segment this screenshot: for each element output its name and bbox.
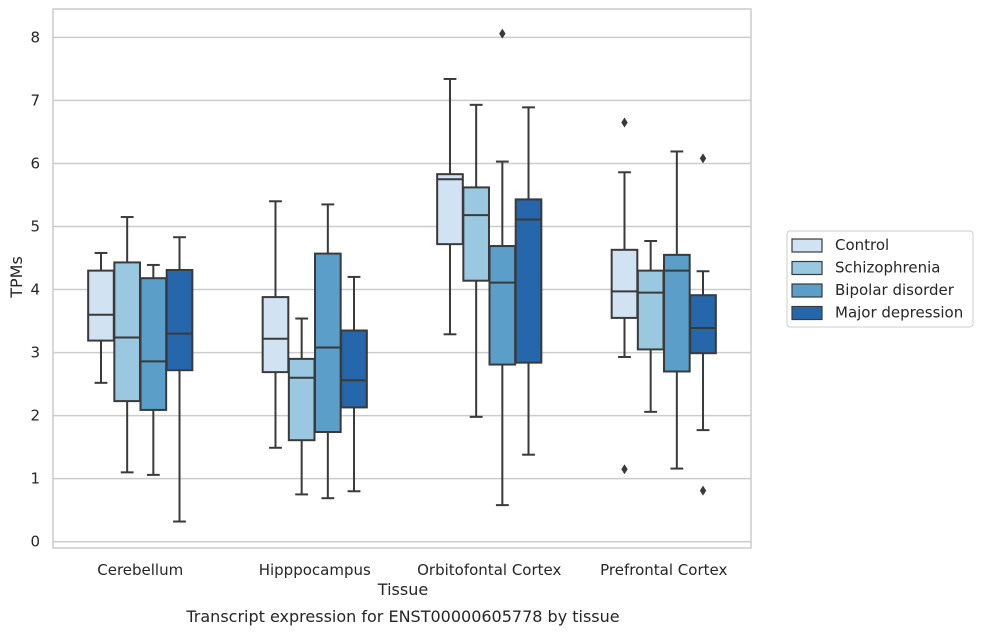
- plot-frame: [52, 8, 752, 549]
- outlier-marker: [621, 464, 628, 475]
- box-plot-marks: [87, 28, 717, 523]
- box-body: [514, 198, 543, 364]
- box-3-3: [689, 153, 717, 496]
- box-body: [663, 253, 691, 373]
- box-body: [488, 245, 517, 366]
- chart-caption: Transcript expression for ENST0000060577…: [185, 607, 619, 626]
- box-body: [139, 277, 168, 411]
- x-axis-label: Tissue: [377, 580, 428, 599]
- box-2-1: [462, 103, 490, 418]
- y-tick-label: 1: [30, 470, 40, 488]
- x-tick-label: Orbitofontal Cortex: [417, 561, 561, 579]
- box-3-0: [610, 117, 639, 475]
- y-axis-ticks: 0 1 2 3 4 5 6 7 8: [30, 28, 40, 550]
- x-tick-label: Hipppocampus: [259, 561, 371, 579]
- box-body: [689, 294, 717, 355]
- box-body: [87, 269, 115, 342]
- y-tick-label: 7: [30, 91, 40, 109]
- x-tick-label: Cerebellum: [97, 561, 183, 579]
- legend-swatch-1: [791, 260, 823, 276]
- y-tick-label: 0: [30, 533, 40, 551]
- box-1-2: [314, 203, 342, 500]
- box-0-0: [87, 251, 115, 384]
- y-tick-label: 5: [30, 217, 40, 235]
- box-1-0: [261, 200, 290, 449]
- legend-label-0: Control: [835, 236, 889, 254]
- box-3-1: [636, 239, 665, 413]
- box-body: [436, 173, 464, 246]
- box-body: [610, 248, 639, 319]
- box-2-2: [488, 28, 517, 507]
- box-body: [636, 269, 665, 351]
- outlier-marker: [699, 485, 707, 496]
- box-body: [340, 329, 368, 409]
- box-0-2: [139, 263, 168, 476]
- box-3-2: [663, 150, 691, 470]
- box-1-1: [287, 317, 316, 496]
- y-tick-label: 8: [30, 28, 40, 46]
- x-axis-ticks: Cerebellum Hipppocampus Orbitofontal Corte…: [97, 561, 727, 579]
- box-body: [165, 268, 194, 372]
- outlier-marker: [621, 117, 628, 128]
- legend-frame: [786, 230, 974, 328]
- box-2-0: [436, 77, 464, 336]
- legend: Control Schizophrenia Bipolar disorder Majo…: [786, 230, 974, 328]
- box-body: [287, 357, 316, 442]
- legend-label-1: Schizophrenia: [835, 259, 940, 277]
- box-body: [314, 252, 342, 434]
- box-0-1: [113, 216, 141, 474]
- x-tick-label: Prefrontal Cortex: [600, 561, 727, 579]
- y-tick-label: 6: [30, 154, 40, 172]
- box-2-3: [514, 106, 543, 456]
- legend-swatch-3: [791, 305, 823, 321]
- box-body: [113, 261, 141, 403]
- box-body: [261, 296, 290, 374]
- outlier-marker: [699, 153, 707, 164]
- y-tick-label: 4: [30, 281, 40, 299]
- box-body: [462, 186, 490, 282]
- legend-swatch-0: [791, 238, 823, 253]
- box-1-3: [340, 275, 368, 493]
- box-0-3: [165, 236, 194, 523]
- legend-label-2: Bipolar disorder: [835, 281, 955, 299]
- y-axis-label: TPMs: [7, 256, 26, 299]
- legend-label-3: Major depression: [835, 304, 963, 322]
- y-tick-label: 3: [30, 344, 40, 362]
- y-tick-label: 2: [30, 407, 40, 425]
- outlier-marker: [499, 28, 506, 39]
- legend-swatch-2: [791, 283, 823, 298]
